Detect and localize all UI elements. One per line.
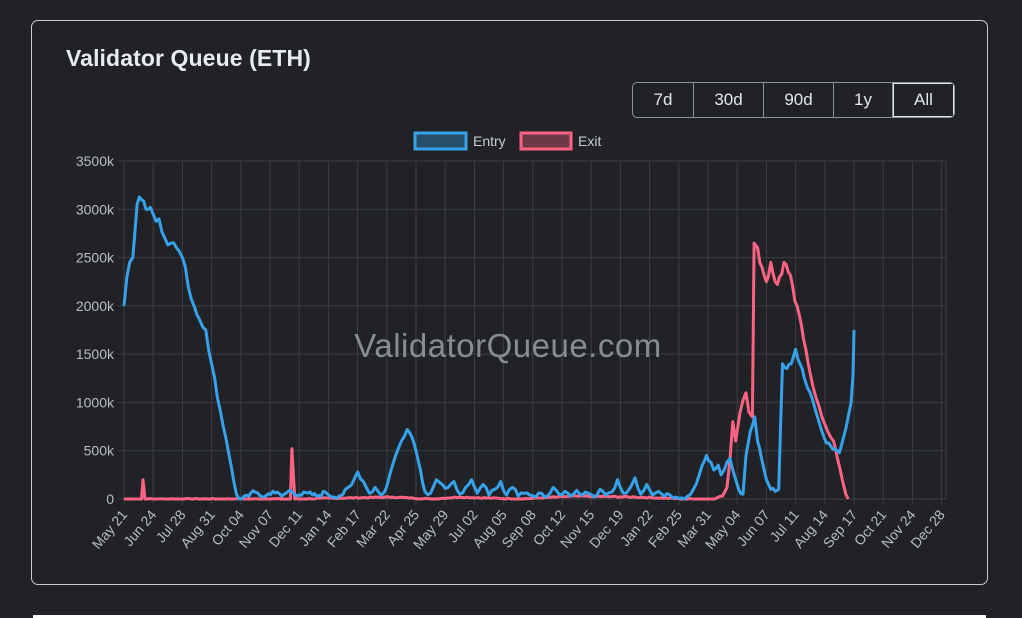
legend-item-exit[interactable]: Exit bbox=[519, 131, 601, 151]
legend-item-entry[interactable]: Entry bbox=[413, 131, 506, 151]
chart-title: Validator Queue (ETH) bbox=[66, 45, 311, 71]
y-tick-label: 500k bbox=[84, 443, 115, 459]
y-tick-label: 3500k bbox=[76, 153, 115, 169]
range-button-all[interactable]: All bbox=[893, 83, 954, 117]
range-button-90d[interactable]: 90d bbox=[764, 83, 834, 117]
legend: Entry Exit bbox=[413, 131, 601, 151]
y-tick-label: 1000k bbox=[76, 394, 115, 410]
series bbox=[122, 195, 856, 501]
range-button-1y[interactable]: 1y bbox=[834, 83, 893, 117]
y-tick-label: 2500k bbox=[76, 250, 115, 266]
x-tick-label: May 21 bbox=[89, 506, 131, 552]
y-tick-label: 0 bbox=[106, 491, 114, 507]
range-button-7d[interactable]: 7d bbox=[633, 83, 694, 117]
legend-swatch-entry bbox=[413, 131, 468, 151]
watermark-text: ValidatorQueue.com bbox=[354, 327, 661, 364]
legend-label-exit: Exit bbox=[578, 133, 601, 149]
y-axis: 0 500k 1000k 1500k 2000k 2500k 3000k 3500k bbox=[76, 153, 115, 507]
x-tick-label: Jun 07 bbox=[733, 506, 772, 549]
y-tick-label: 1500k bbox=[76, 346, 115, 362]
series-line-entry bbox=[122, 195, 856, 501]
legend-swatch-exit bbox=[519, 131, 573, 151]
legend-label-entry: Entry bbox=[473, 133, 506, 149]
y-tick-label: 2000k bbox=[76, 298, 115, 314]
range-selector: 7d 30d 90d 1y All bbox=[632, 82, 955, 118]
range-button-30d[interactable]: 30d bbox=[694, 83, 764, 117]
y-tick-label: 3000k bbox=[76, 201, 115, 217]
next-card-edge bbox=[33, 615, 986, 618]
series-line-exit bbox=[124, 241, 850, 501]
x-tick-label: Jun 24 bbox=[120, 506, 159, 549]
